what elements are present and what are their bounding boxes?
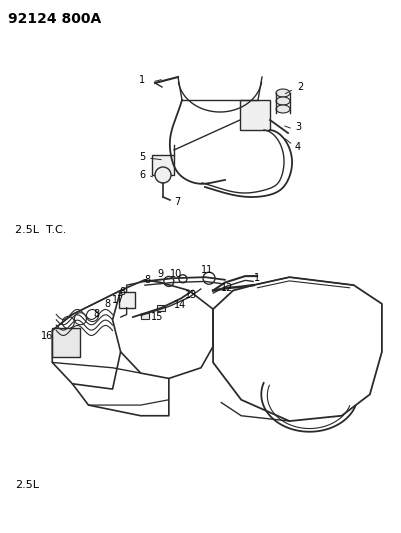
Ellipse shape [275, 105, 289, 113]
Ellipse shape [275, 89, 289, 97]
Circle shape [86, 310, 98, 321]
Text: 8: 8 [119, 287, 126, 297]
Text: 12: 12 [221, 283, 233, 293]
Text: 8: 8 [144, 275, 150, 285]
Text: 1: 1 [253, 273, 260, 283]
Text: 9: 9 [156, 269, 163, 279]
Text: 16: 16 [41, 331, 53, 341]
Text: 5: 5 [138, 152, 145, 162]
Text: 2.5L  T.C.: 2.5L T.C. [15, 225, 66, 235]
Text: 17: 17 [111, 295, 124, 304]
FancyBboxPatch shape [152, 155, 174, 175]
FancyBboxPatch shape [239, 100, 269, 130]
FancyBboxPatch shape [140, 313, 148, 319]
Circle shape [62, 317, 74, 328]
Text: 8: 8 [93, 310, 99, 319]
Circle shape [178, 274, 186, 283]
FancyBboxPatch shape [118, 292, 134, 308]
Ellipse shape [275, 97, 289, 105]
Text: 92124 800A: 92124 800A [8, 12, 101, 26]
Text: 4: 4 [294, 142, 300, 152]
Text: 1: 1 [139, 75, 145, 85]
FancyBboxPatch shape [156, 305, 164, 311]
Text: 11: 11 [200, 265, 212, 275]
Text: 13: 13 [185, 290, 197, 300]
Circle shape [203, 272, 215, 284]
FancyBboxPatch shape [52, 328, 80, 357]
Text: 15: 15 [150, 312, 162, 322]
Circle shape [164, 277, 173, 286]
Text: 8: 8 [104, 299, 111, 309]
Text: 14: 14 [173, 301, 185, 310]
Text: 6: 6 [139, 170, 145, 180]
Circle shape [74, 313, 86, 325]
Circle shape [155, 167, 170, 183]
Text: 2.5L: 2.5L [15, 480, 39, 490]
Text: 7: 7 [174, 197, 180, 207]
Text: 10: 10 [169, 270, 181, 279]
Text: 3: 3 [294, 122, 300, 132]
Text: 2: 2 [296, 82, 302, 92]
